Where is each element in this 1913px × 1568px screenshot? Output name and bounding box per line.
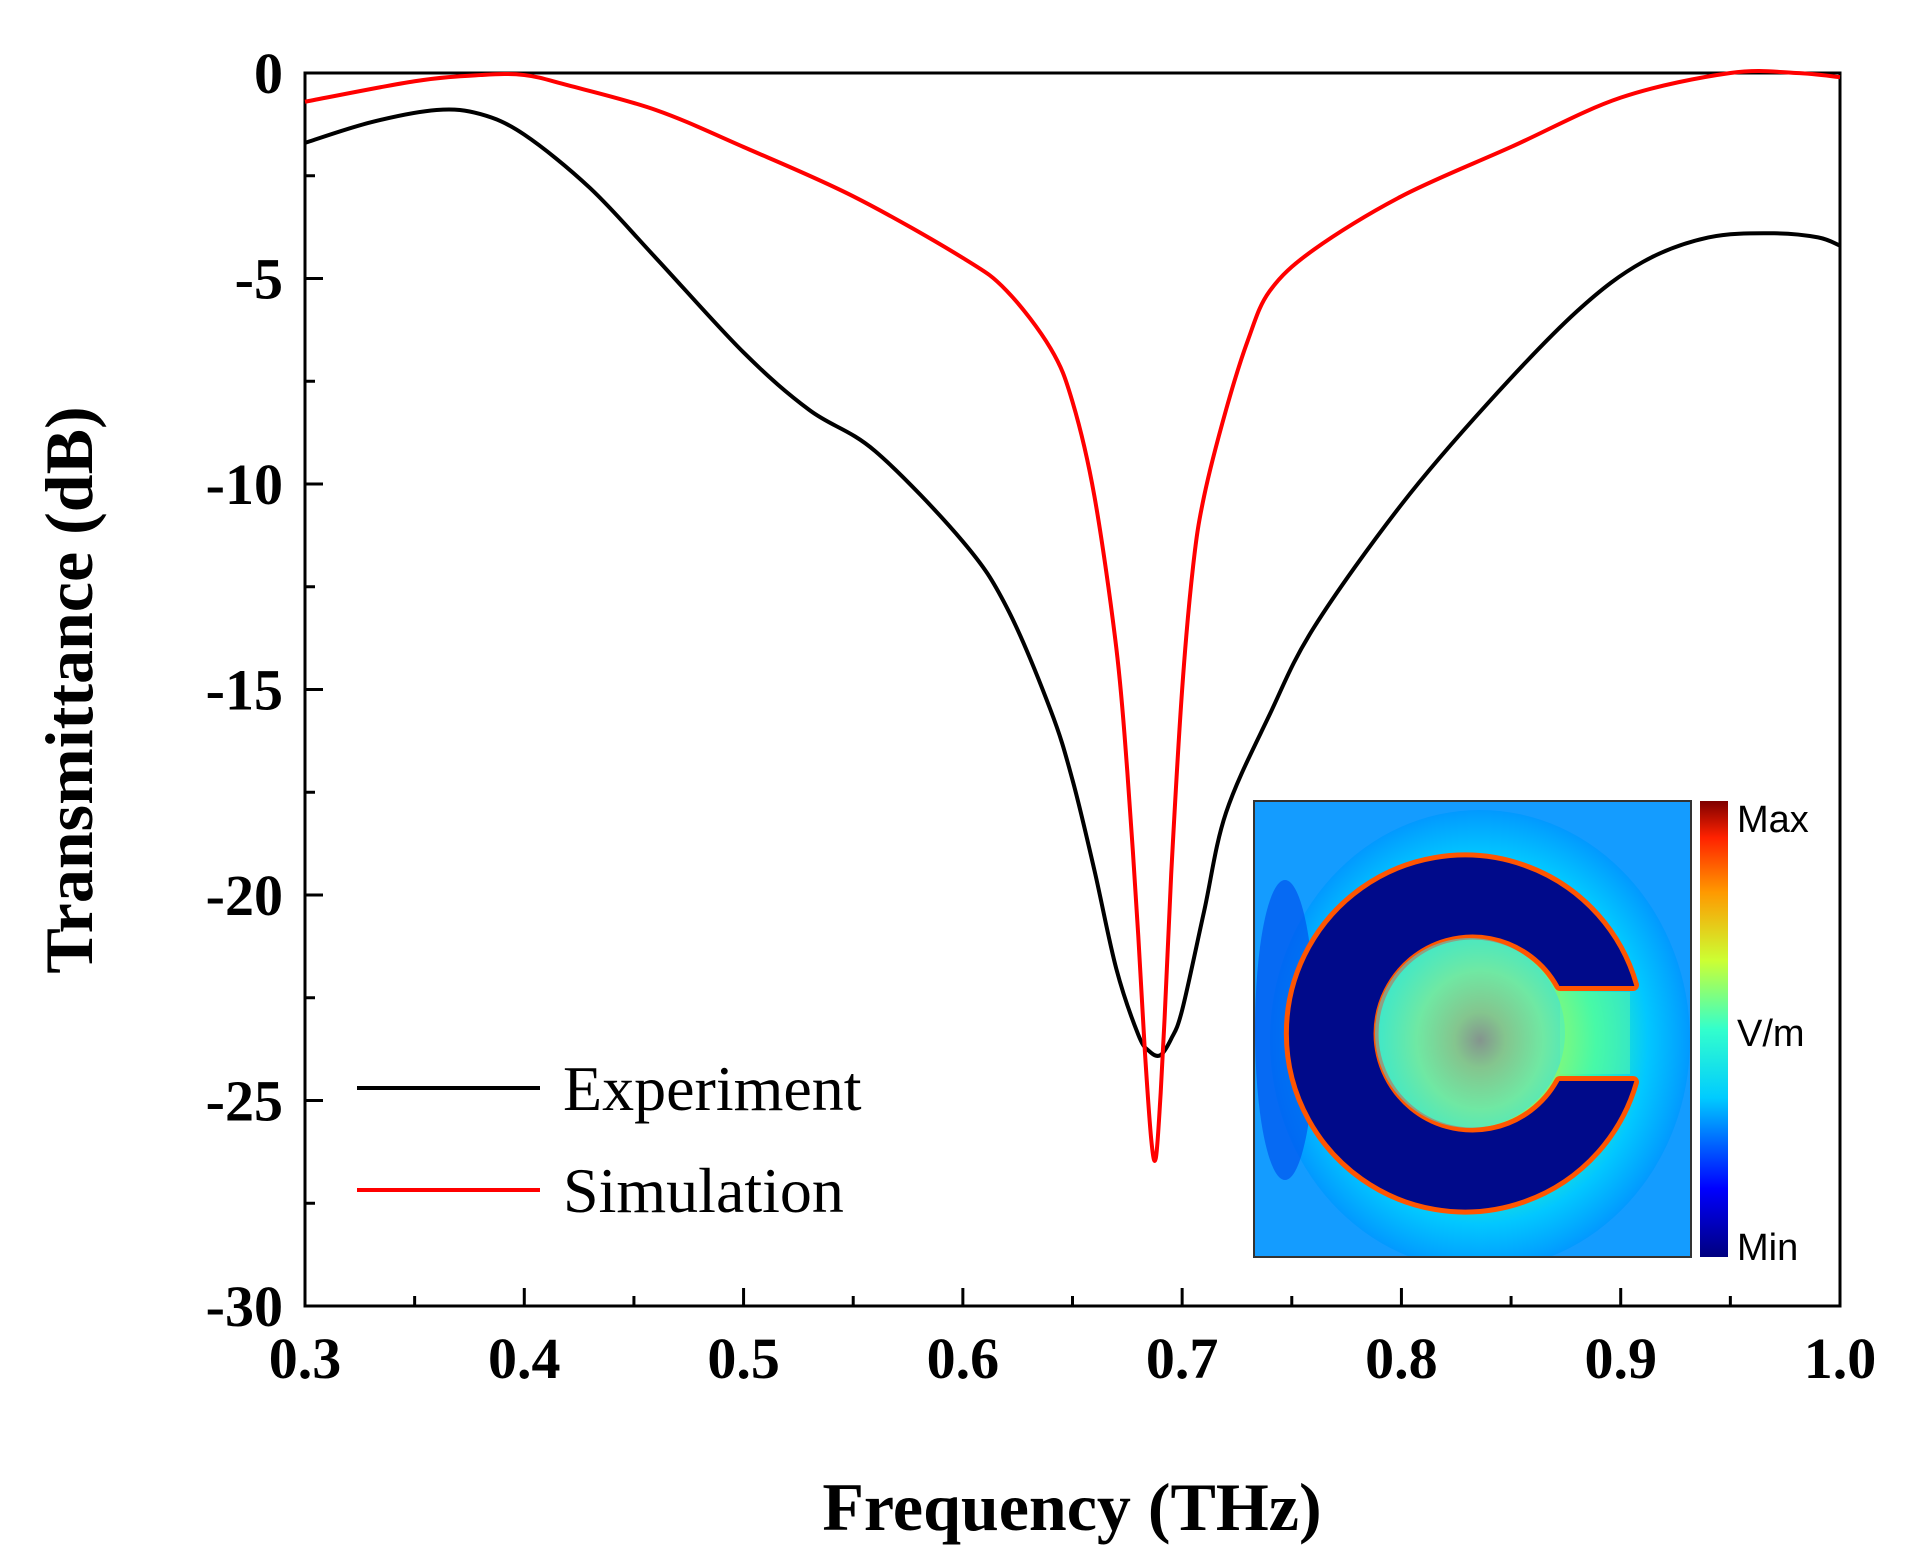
x-tick-label: 0.7	[1146, 1326, 1219, 1391]
y-tick-label: -25	[206, 1069, 283, 1134]
y-tick-label: -30	[206, 1274, 283, 1339]
x-tick-label: 0.3	[269, 1326, 342, 1391]
x-tick-label: 0.8	[1365, 1326, 1438, 1391]
x-tick-label: 0.4	[488, 1326, 561, 1391]
legend-label-experiment: Experiment	[563, 1053, 862, 1124]
y-tick-label: -5	[235, 247, 283, 312]
x-tick-label: 1.0	[1804, 1326, 1877, 1391]
colorbar	[1700, 801, 1728, 1257]
colorbar-min-label: Min	[1737, 1227, 1798, 1269]
x-tick-label: 0.9	[1584, 1326, 1657, 1391]
y-tick-label: -10	[206, 452, 283, 517]
inset-field-map	[1254, 801, 1691, 1257]
y-tick-label: -20	[206, 863, 283, 928]
y-axis-title: Transmittance (dB)	[31, 406, 107, 973]
y-tick-label: 0	[254, 41, 283, 106]
colorbar-unit-label: V/m	[1737, 1013, 1805, 1055]
axis-ticks: 0.3 0.4 0.5 0.6 0.7 0.8 0.9 1.0 0 -5 -10 -15 -20 -25 -…	[206, 41, 1877, 1391]
x-tick-label: 0.5	[707, 1326, 780, 1391]
x-axis-title: Frequency (THz)	[822, 1469, 1321, 1545]
series-line-experiment	[304, 107, 1841, 1058]
legend-label-simulation: Simulation	[563, 1155, 844, 1226]
y-tick-label: -15	[206, 658, 283, 723]
legend: Experiment Simulation	[357, 1053, 862, 1226]
colorbar-max-label: Max	[1737, 799, 1809, 841]
x-tick-label: 0.6	[927, 1326, 1000, 1391]
series-layer	[304, 69, 1841, 1163]
series-line-simulation	[304, 69, 1841, 1163]
